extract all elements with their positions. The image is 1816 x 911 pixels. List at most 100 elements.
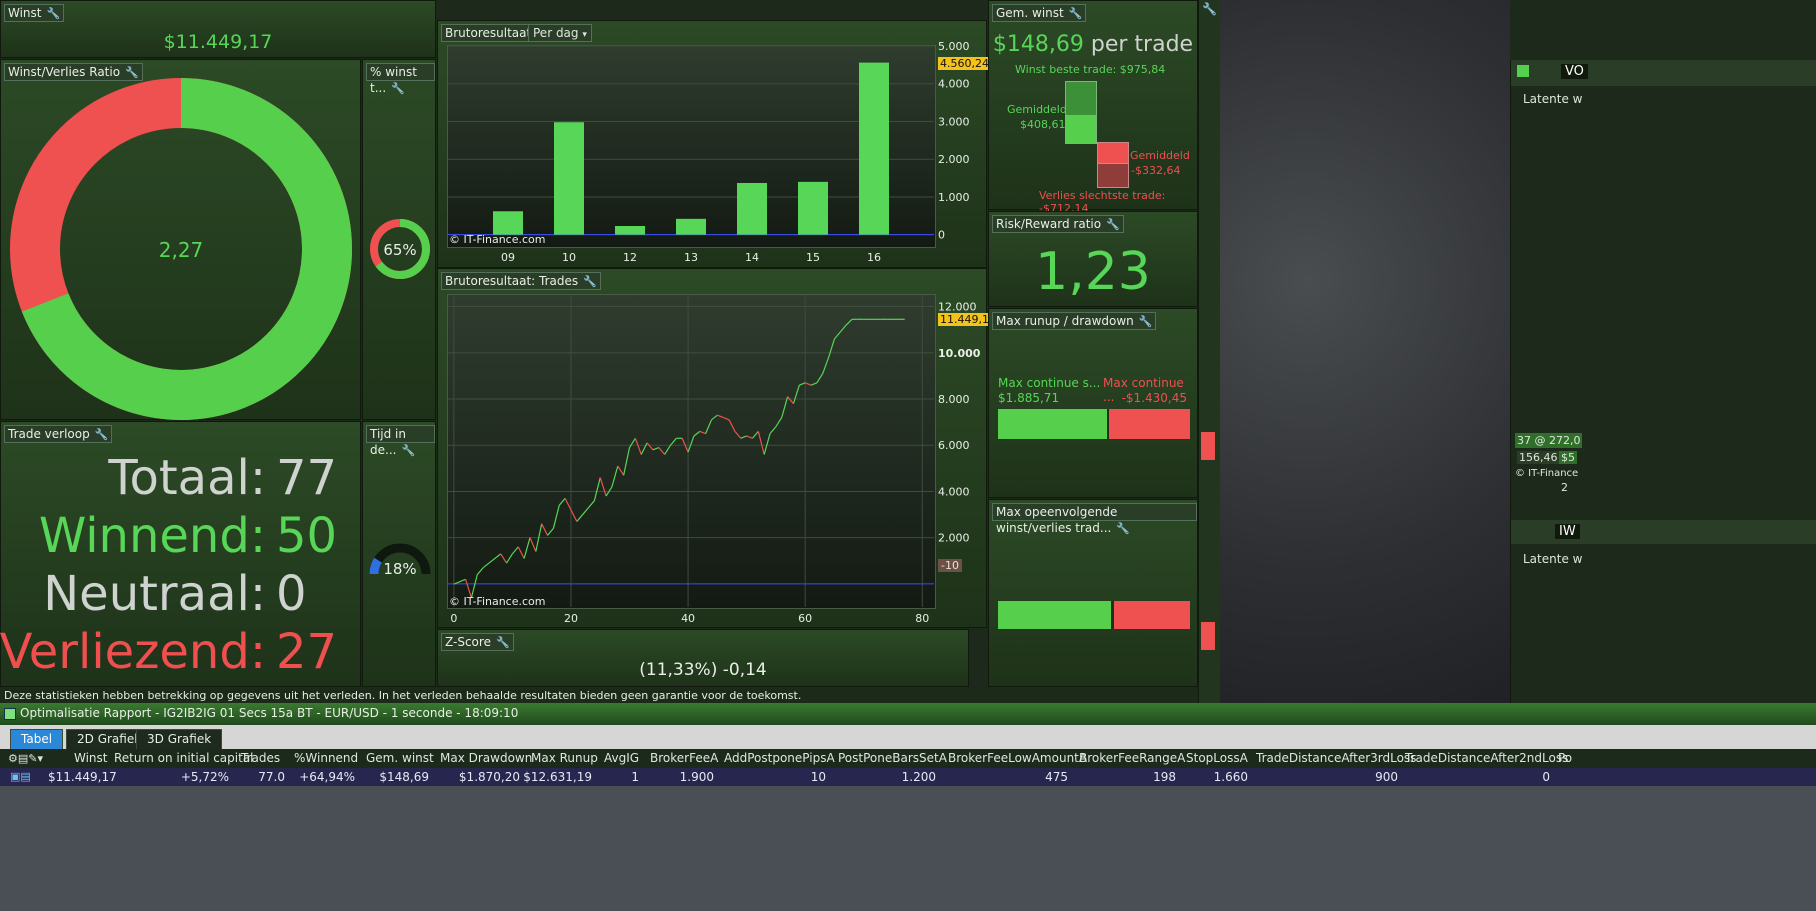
col-header[interactable]: BrokerFeeRangeA: [1079, 751, 1186, 765]
wrench-icon[interactable]: 🔧: [583, 275, 597, 288]
col-header[interactable]: TradeDistanceAfter2ndLoss: [1405, 751, 1569, 765]
max-opeen-title-label: Max opeenvolgende winst/verlies trad...: [996, 505, 1118, 535]
bruto-title[interactable]: Brutoresultaat🔧: [441, 24, 554, 42]
winst-title-label: Winst: [8, 6, 42, 20]
gem-winst-headline: $148,69 per trade: [989, 32, 1197, 57]
col-header[interactable]: BrokerFeeA: [650, 751, 719, 765]
col-header[interactable]: BrokerFeeLowAmountA: [948, 751, 1088, 765]
per-dag-label: Per dag: [533, 26, 579, 40]
wrench-icon[interactable]: 🔧: [1068, 7, 1083, 20]
equity-segment: [804, 382, 812, 386]
risk-reward-panel: Risk/Reward ratio 🔧 1,23: [988, 211, 1198, 307]
ratio-win-arc: [10, 78, 352, 420]
wrench-icon[interactable]: 🔧: [1106, 218, 1120, 231]
trades-title[interactable]: Brutoresultaat: Trades 🔧: [441, 272, 601, 290]
wrench-icon[interactable]: 🔧: [1116, 522, 1131, 535]
equity-segment: [453, 578, 466, 585]
col-header[interactable]: Max Runup: [531, 751, 598, 765]
zscore-title[interactable]: Z-Score 🔧: [441, 633, 514, 651]
cell: 900: [1375, 770, 1398, 784]
equity-segment: [593, 477, 601, 501]
wrench-icon[interactable]: 🔧: [391, 82, 405, 95]
sliver-strip: 🔧: [1198, 0, 1221, 703]
x-tick-label: 20: [564, 612, 578, 625]
equity-segment: [623, 447, 631, 476]
verloop-row-winnend: Winnend: 50: [1, 507, 362, 565]
ratio-title[interactable]: Winst/Verlies Ratio 🔧: [4, 63, 143, 81]
ratio-title-label: Winst/Verlies Ratio: [8, 65, 121, 79]
verloop-value: 77: [276, 450, 338, 506]
bruto-last-value-badge: 4.560,24: [938, 57, 991, 70]
verloop-label: Verliezend:: [0, 624, 266, 680]
trades-low-badge: -10: [938, 559, 962, 572]
report-titlebar[interactable]: Optimalisatie Rapport - IG2IB2IG 01 Secs…: [0, 703, 1816, 725]
equity-segment: [664, 444, 672, 455]
equity-segment: [810, 382, 818, 386]
gem-winst-title[interactable]: Gem. winst 🔧: [992, 4, 1087, 22]
tab-2d-grafiek[interactable]: 2D Grafiek: [66, 729, 153, 749]
bruto-title-label: Brutoresultaat: [445, 26, 532, 40]
wrench-icon[interactable]: 🔧: [1202, 2, 1217, 16]
runup-title[interactable]: Max runup / drawdown 🔧: [992, 312, 1157, 330]
table-toolbar-icons[interactable]: ⚙▤✎▾: [8, 752, 43, 765]
tab-tabel[interactable]: Tabel: [10, 729, 64, 749]
x-tick-label: 12: [623, 251, 637, 264]
tijd-title[interactable]: Tijd in de... 🔧: [366, 425, 435, 457]
col-header[interactable]: AvgIG: [604, 751, 640, 765]
equity-segment: [570, 509, 578, 522]
col-header[interactable]: StopLossA: [1186, 751, 1248, 765]
best-trade-bar: [1065, 81, 1097, 117]
avg-win-label: Gemiddeld: [1007, 103, 1067, 116]
tijd-fill: [369, 557, 382, 575]
col-header[interactable]: Gem. winst: [366, 751, 434, 765]
equity-segment: [611, 465, 619, 487]
col-header[interactable]: %Winnend: [294, 751, 359, 765]
per-dag-dropdown[interactable]: Per dag ▾: [528, 24, 592, 42]
col-header[interactable]: TradeDistanceAfter3rdLoss: [1256, 751, 1417, 765]
col-header[interactable]: PostPoneBarsSetA: [838, 751, 947, 765]
tijd-gauge: 18%: [369, 543, 431, 578]
right-panel-header-1[interactable]: VO: [1511, 60, 1816, 86]
cell: 475: [1045, 770, 1068, 784]
col-header[interactable]: AddPostponePipsA: [724, 751, 835, 765]
col-header[interactable]: Return on initial capital: [114, 751, 254, 765]
x-tick-label: 10: [562, 251, 576, 264]
ratio-donut: 2,27: [10, 78, 352, 420]
col-header[interactable]: Winst: [74, 751, 108, 765]
equity-segment: [740, 435, 747, 439]
col-header[interactable]: Max Drawdown: [440, 751, 533, 765]
wrench-icon[interactable]: 🔧: [94, 428, 109, 441]
winst-title[interactable]: Winst 🔧: [4, 4, 65, 22]
right-price-tag: 37 @ 272,0: [1515, 433, 1583, 448]
wrench-icon[interactable]: 🔧: [1138, 315, 1153, 328]
winst-panel: Winst 🔧 $11.449,17: [0, 0, 436, 58]
pct-winst-title[interactable]: % winst t... 🔧: [366, 63, 435, 95]
table-header-row: ⚙▤✎▾ Winst Return on initial capital Tra…: [0, 749, 1816, 768]
col-header[interactable]: Trades: [241, 751, 281, 765]
tab-3d-grafiek[interactable]: 3D Grafiek: [136, 729, 223, 749]
max-opeen-title[interactable]: Max opeenvolgende winst/verlies trad... 🔧: [992, 503, 1197, 535]
risk-reward-value: 1,23: [1035, 242, 1151, 302]
wrench-icon[interactable]: 🔧: [495, 636, 510, 649]
equity-segment: [599, 477, 607, 497]
equity-segment: [558, 497, 566, 506]
right-price-3: $5: [1559, 451, 1577, 464]
wrench-icon[interactable]: 🔧: [401, 444, 416, 457]
zscore-value: (11,33%) -0,14: [639, 660, 767, 680]
row-icons[interactable]: ▣▤: [10, 770, 31, 783]
pct-winst-gauge: 65%: [370, 219, 430, 279]
table-row[interactable]: ▣▤ $11.449,17 +5,72% 77.0 +64,94% $148,6…: [0, 768, 1816, 786]
sliver-red-bar: [1201, 432, 1215, 460]
equity-segment: [576, 514, 584, 522]
wrench-icon[interactable]: 🔧: [125, 66, 139, 79]
risk-reward-title[interactable]: Risk/Reward ratio 🔧: [992, 215, 1124, 233]
trade-verloop-title[interactable]: Trade verloop 🔧: [4, 425, 113, 443]
equity-segment: [728, 419, 736, 432]
avg-loss-bar: [1097, 142, 1129, 165]
cell: $12.631,19: [523, 770, 592, 784]
equity-segment: [500, 553, 508, 564]
col-header[interactable]: Po: [1558, 751, 1573, 765]
cell: 10: [810, 770, 826, 784]
right-panel-header-2[interactable]: IW: [1511, 520, 1816, 544]
wrench-icon[interactable]: 🔧: [46, 7, 61, 20]
